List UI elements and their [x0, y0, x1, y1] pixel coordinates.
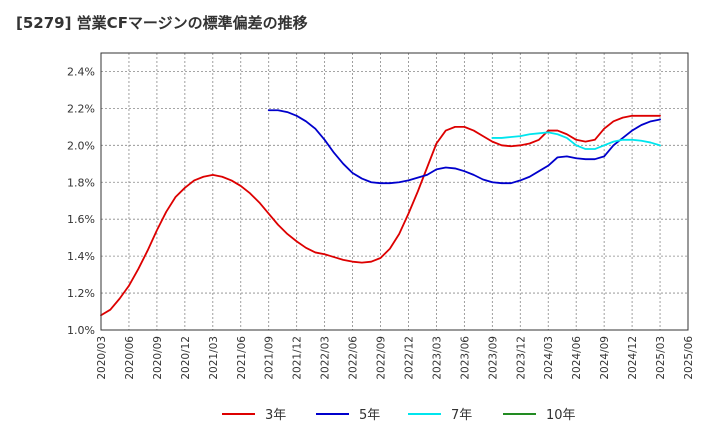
series-lines: [100, 109, 661, 317]
x-tick-label: 2024/09: [599, 336, 611, 380]
x-tick-label: 2021/03: [208, 336, 220, 380]
y-tick-label: 1.8%: [67, 176, 95, 189]
legend-label: 7年: [451, 408, 472, 423]
x-tick-label: 2021/12: [292, 336, 304, 380]
legend-item: 7年: [408, 408, 472, 423]
series-line-7年: [491, 131, 661, 150]
x-tick-label: 2023/06: [459, 336, 471, 380]
x-tick-label: 2021/06: [236, 336, 248, 380]
gridlines: [100, 53, 689, 331]
x-tick-label: 2022/12: [403, 336, 415, 380]
x-tick-label: 2021/09: [264, 336, 276, 380]
legend-label: 5年: [359, 408, 380, 423]
legend-item: 5年: [316, 408, 380, 423]
y-tick-label: 2.0%: [67, 139, 95, 152]
y-tick-label: 1.2%: [67, 287, 95, 300]
plot-area-frame: [100, 52, 689, 331]
legend-item: 10年: [503, 408, 576, 423]
x-tick-label: 2022/06: [348, 336, 360, 380]
x-tick-label: 2020/09: [152, 336, 164, 380]
series-line-5年: [267, 109, 661, 185]
legend-item: 3年: [222, 408, 286, 423]
x-tick-label: 2023/03: [431, 336, 443, 380]
y-tick-label: 1.0%: [67, 324, 95, 337]
x-tick-label: 2020/03: [96, 336, 108, 380]
x-tick-label: 2024/06: [571, 336, 583, 380]
y-tick-label: 2.2%: [67, 102, 95, 115]
x-tick-label: 2023/12: [515, 336, 527, 380]
x-tick-label: 2024/12: [627, 336, 639, 380]
x-tick-label: 2022/09: [376, 336, 388, 380]
legend-label: 3年: [265, 408, 286, 423]
x-tick-label: 2020/06: [124, 336, 136, 380]
y-tick-label: 2.4%: [67, 65, 95, 78]
y-tick-label: 1.4%: [67, 250, 95, 263]
legend: 3年 5年 7年 10年: [222, 408, 576, 423]
x-axis-ticks: 2020/03 2020/06 2020/09 2020/12 2021/03 2021/…: [96, 336, 695, 380]
x-tick-label: 2024/03: [543, 336, 555, 380]
x-tick-label: 2025/03: [655, 336, 667, 380]
x-tick-label: 2022/03: [320, 336, 332, 380]
series-line-3年: [100, 114, 661, 317]
y-axis-ticks: 1.0% 1.2% 1.4% 1.6% 1.8% 2.0% 2.2% 2.4%: [67, 65, 95, 337]
x-tick-label: 2020/12: [180, 336, 192, 380]
x-tick-label: 2023/09: [487, 336, 499, 380]
y-tick-label: 1.6%: [67, 213, 95, 226]
chart-title: [5279] 営業CFマージンの標準偏差の推移: [16, 14, 308, 32]
x-tick-label: 2025/06: [683, 336, 695, 380]
legend-label: 10年: [546, 408, 576, 423]
